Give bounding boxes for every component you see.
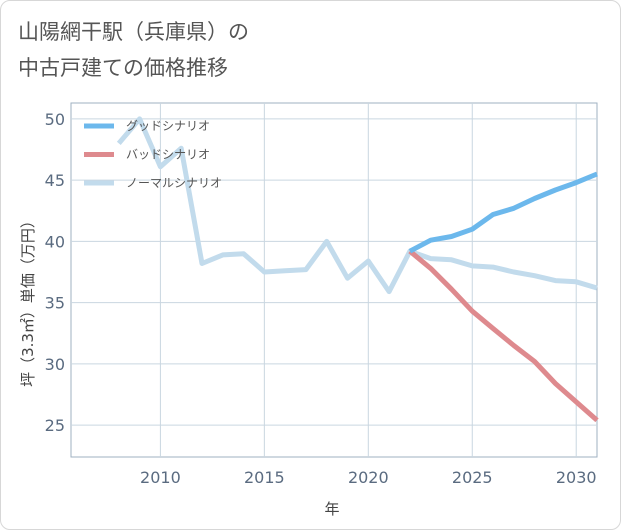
- y-tick-label: 35: [45, 294, 65, 313]
- y-axis-title: 坪（3.3㎡）単価（万円）: [19, 213, 37, 387]
- chart-title: 山陽網干駅（兵庫県）の 中古戸建ての価格推移: [18, 14, 249, 86]
- series-line-3: [116, 116, 598, 295]
- y-tick-label: 25: [45, 416, 65, 435]
- x-tick-label: 2020: [348, 468, 389, 487]
- x-axis-title: 年: [324, 500, 339, 518]
- chart-title-line-2: 中古戸建ての価格推移: [18, 56, 228, 80]
- y-tick-label: 40: [45, 232, 65, 251]
- x-tick-label: 2025: [452, 468, 493, 487]
- y-tick-label: 45: [45, 171, 65, 190]
- grid-lines: [71, 103, 597, 457]
- series-line-1: [408, 171, 598, 254]
- chart-title-line-1: 山陽網干駅（兵庫県）の: [18, 20, 249, 44]
- legend-label-2: バッドシナリオ: [126, 148, 210, 162]
- series-line-2: [408, 249, 599, 423]
- series-lines: [116, 116, 599, 423]
- x-tick-label: 2010: [140, 468, 181, 487]
- legend-label-1: グッドシナリオ: [126, 119, 210, 133]
- y-tick-label: 30: [45, 355, 65, 374]
- axis-ticks: 2010 2015 2020 2025 2030 25 30 35 40 45 50: [45, 110, 597, 487]
- y-tick-label: 50: [45, 110, 65, 129]
- x-tick-label: 2015: [244, 468, 285, 487]
- x-tick-label: 2030: [556, 468, 597, 487]
- legend-label-3: ノーマルシナリオ: [126, 176, 222, 190]
